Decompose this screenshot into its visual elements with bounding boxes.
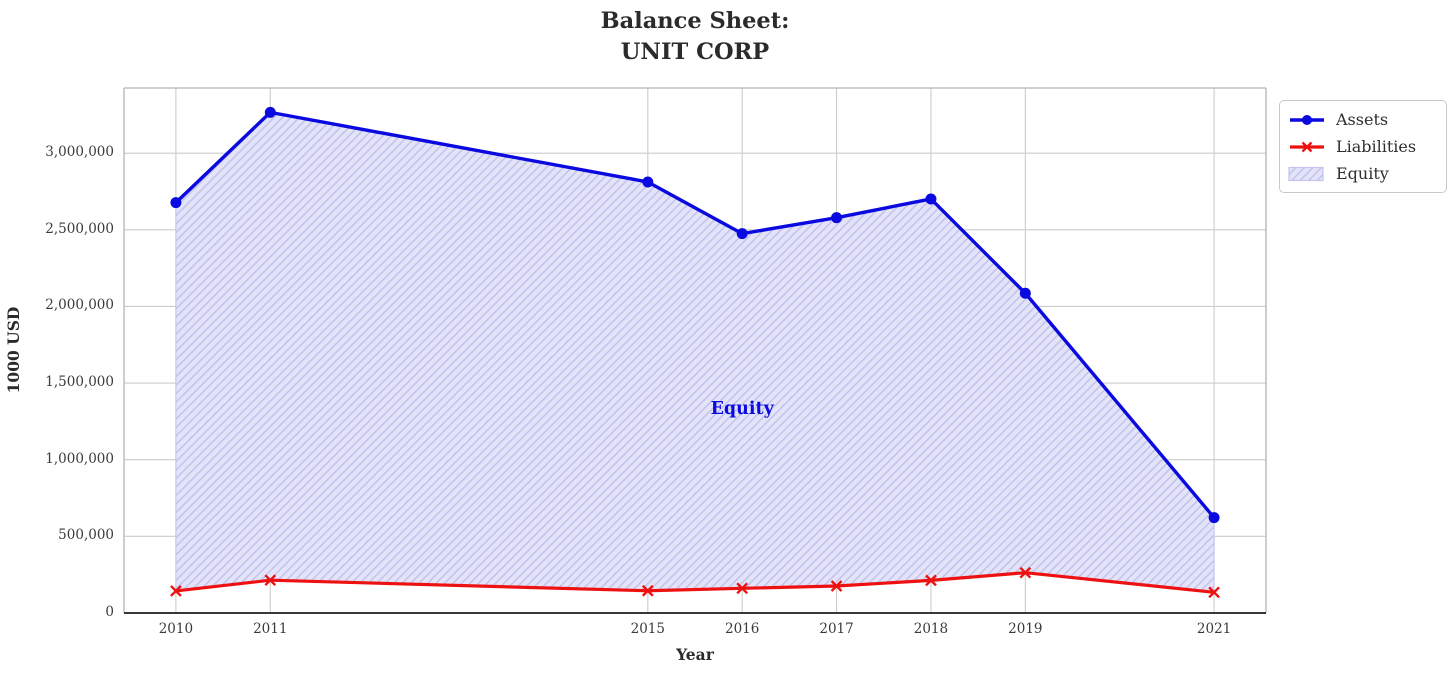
legend-item-equity: Equity <box>1288 160 1438 187</box>
x-tick-label: 2011 <box>253 621 288 637</box>
chart-title-line2: UNIT CORP <box>620 39 770 65</box>
y-tick-label: 500,000 <box>58 527 114 544</box>
liabilities-line-swatch <box>1290 141 1324 152</box>
assets-line-swatch <box>1290 114 1324 125</box>
legend-label-equity: Equity <box>1336 164 1389 183</box>
equity-patch-swatch <box>1288 166 1324 181</box>
legend-item-liabilities: Liabilities <box>1288 133 1438 160</box>
x-axis-label: Year <box>676 645 714 664</box>
chart-title: Balance Sheet: UNIT CORP <box>124 6 1266 68</box>
y-tick-label: 2,500,000 <box>45 220 114 237</box>
legend-label-assets: Assets <box>1336 110 1389 129</box>
x-tick-label: 2019 <box>1008 621 1043 637</box>
y-tick-label: 2,000,000 <box>45 297 114 314</box>
legend-item-assets: Assets <box>1288 106 1438 133</box>
x-tick-label: 2015 <box>630 621 665 637</box>
x-tick-label: 2010 <box>158 621 194 637</box>
x-tick-label: 2017 <box>819 621 854 637</box>
legend: Assets Liabilities Equity <box>1279 100 1447 193</box>
legend-label-liabilities: Liabilities <box>1336 137 1417 156</box>
y-tick-label: 1,000,000 <box>45 450 114 467</box>
y-tick-label: 3,000,000 <box>45 144 114 161</box>
y-tick-label: 1,500,000 <box>45 374 114 391</box>
equity-area-annotation: Equity <box>710 399 774 420</box>
x-tick-label: 2021 <box>1196 621 1232 637</box>
chart-title-line1: Balance Sheet: <box>600 8 790 34</box>
x-tick-label: 2016 <box>725 621 760 637</box>
y-tick-label: 0 <box>105 604 114 620</box>
x-tick-label: 2018 <box>913 621 949 637</box>
